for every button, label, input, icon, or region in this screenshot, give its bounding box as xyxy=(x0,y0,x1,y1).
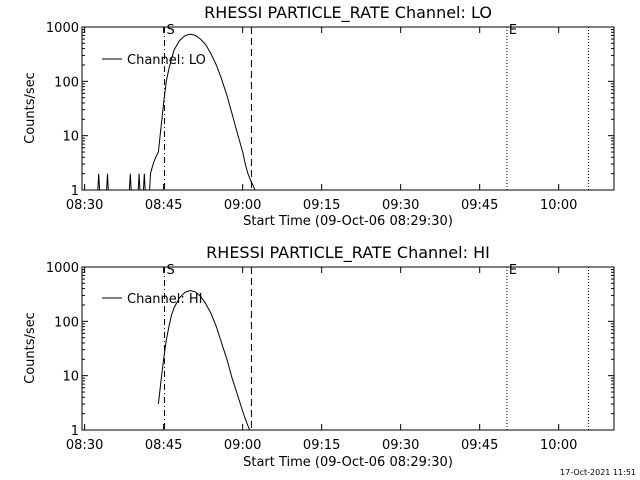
x-axis-label: Start Time (09-Oct-06 08:29:30) xyxy=(243,214,453,229)
x-tick-label: 10:00 xyxy=(540,438,577,453)
plot-frame xyxy=(81,26,615,191)
legend-label: Channel: HI xyxy=(127,292,203,307)
marker-label: S xyxy=(167,263,175,278)
marker-label: E xyxy=(509,263,517,278)
series-line xyxy=(157,289,251,431)
marker-label: E xyxy=(509,23,517,38)
x-tick-label: 09:45 xyxy=(461,438,498,453)
x-tick-label: 09:30 xyxy=(382,438,419,453)
x-tick-label: 08:45 xyxy=(145,198,182,213)
plot-frame xyxy=(81,266,615,431)
y-tick-label: 100 xyxy=(54,75,79,90)
y-tick-label: 1 xyxy=(71,424,79,439)
x-tick-label: 10:00 xyxy=(540,198,577,213)
x-tick-label: 09:00 xyxy=(224,438,261,453)
y-tick-label: 1000 xyxy=(46,261,79,276)
x-tick-label: 09:15 xyxy=(303,438,340,453)
x-tick-label: 08:30 xyxy=(66,438,103,453)
y-tick-label: 1000 xyxy=(46,21,79,36)
y-tick-label: 10 xyxy=(62,130,79,145)
x-tick-label: 08:30 xyxy=(66,198,103,213)
marker-label: S xyxy=(167,23,175,38)
x-axis-label: Start Time (09-Oct-06 08:29:30) xyxy=(243,455,453,470)
x-tick-label: 09:00 xyxy=(224,198,261,213)
x-tick-label: 09:30 xyxy=(382,198,419,213)
x-tick-label: 08:45 xyxy=(145,438,182,453)
footer-timestamp: 17-Oct-2021 11:51 xyxy=(560,468,636,477)
y-tick-label: 1 xyxy=(71,184,79,199)
chart-title: RHESSI PARTICLE_RATE Channel: HI xyxy=(206,243,490,263)
legend-label: Channel: LO xyxy=(127,53,206,68)
y-axis-label: Counts/sec xyxy=(23,312,38,384)
y-axis-label: Counts/sec xyxy=(23,72,38,144)
x-tick-label: 09:15 xyxy=(303,198,340,213)
chart-title: RHESSI PARTICLE_RATE Channel: LO xyxy=(204,3,492,23)
y-tick-label: 100 xyxy=(54,315,79,330)
panel-lo: RHESSI PARTICLE_RATE Channel: LO Counts/… xyxy=(23,3,615,229)
y-tick-label: 10 xyxy=(62,370,79,385)
series-line xyxy=(97,33,256,191)
panel-hi: RHESSI PARTICLE_RATE Channel: HI Counts/… xyxy=(23,243,615,470)
x-tick-label: 09:45 xyxy=(461,198,498,213)
